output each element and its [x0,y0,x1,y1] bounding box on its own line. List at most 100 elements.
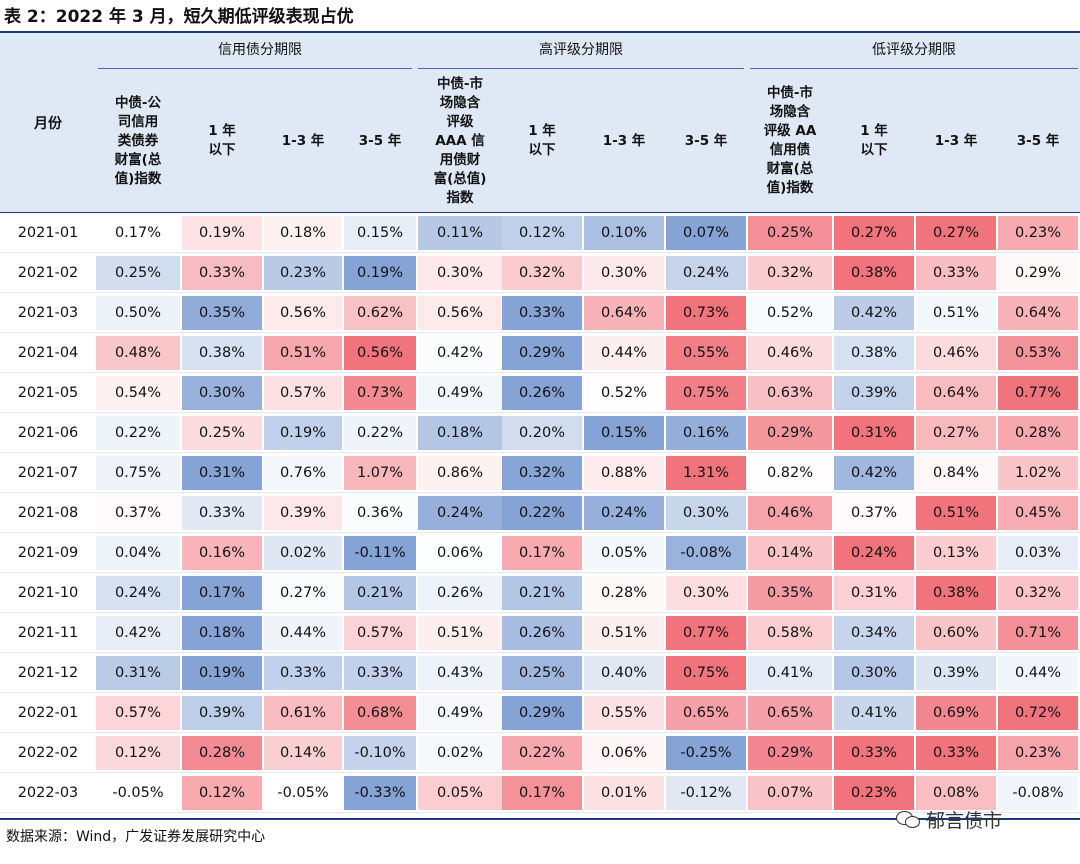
value-cell: 0.60% [916,616,996,650]
value-cell: 0.34% [834,616,914,650]
row-divider [0,732,1080,733]
value-cell: 0.18% [418,416,502,450]
value-cell: 0.86% [418,456,502,490]
value-cell: 0.22% [502,496,582,530]
value-cell: 0.37% [834,496,914,530]
value-cell: 0.20% [502,416,582,450]
value-cell: 0.39% [916,656,996,690]
value-cell: 0.22% [344,416,416,450]
value-cell: 0.29% [748,736,832,770]
value-cell: 0.64% [584,296,664,330]
value-cell: 0.33% [502,296,582,330]
value-cell: 0.39% [264,496,342,530]
header-bottom-rule [0,212,1080,213]
value-cell: 0.75% [96,456,180,490]
value-cell: 0.35% [748,576,832,610]
value-cell: 0.71% [998,616,1078,650]
value-cell: 0.64% [998,296,1078,330]
value-cell: 0.23% [998,216,1078,250]
value-cell: 0.06% [584,736,664,770]
value-cell: 0.33% [834,736,914,770]
month-cell: 2021-06 [17,425,79,441]
month-cell: 2021-03 [17,305,79,321]
row-divider [0,812,1080,813]
value-cell: 0.51% [916,496,996,530]
value-cell: 0.26% [418,576,502,610]
value-cell: 0.04% [96,536,180,570]
value-cell: 0.38% [916,576,996,610]
value-cell: 0.35% [182,296,262,330]
value-cell: 0.56% [344,336,416,370]
row-divider [0,492,1080,493]
value-cell: 0.72% [998,696,1078,730]
value-cell: 0.29% [998,256,1078,290]
month-cell: 2021-08 [17,505,79,521]
value-cell: 0.51% [584,616,664,650]
value-cell: 0.24% [584,496,664,530]
column-header-label: 1 年 以下 [528,123,556,158]
value-cell: 0.65% [748,696,832,730]
value-cell: 0.42% [834,456,914,490]
value-cell: 0.57% [344,616,416,650]
value-cell: 0.64% [916,376,996,410]
value-cell: 0.21% [502,576,582,610]
column-header: 1 年 以下 [834,69,914,213]
row-divider [0,332,1080,333]
row-divider [0,372,1080,373]
month-cell: 2022-03 [17,785,79,801]
group-underline-high-grade [418,68,744,69]
value-cell: 0.17% [182,576,262,610]
value-cell: 0.29% [748,416,832,450]
column-header: 3-5 年 [998,69,1078,213]
month-cell: 2021-10 [17,585,79,601]
month-cell: 2021-07 [17,465,79,481]
value-cell: 0.27% [916,416,996,450]
column-header-label: 1 年 以下 [860,123,888,158]
row-divider [0,292,1080,293]
value-cell: 0.45% [998,496,1078,530]
column-header: 1-3 年 [584,69,664,213]
value-cell: 0.17% [502,536,582,570]
row-divider [0,532,1080,533]
group-header-credit: 信用债分期限 [218,42,302,58]
value-cell: 0.57% [96,696,180,730]
value-cell: 0.38% [834,336,914,370]
value-cell: 0.32% [502,256,582,290]
value-cell: 0.42% [418,336,502,370]
value-cell: -0.05% [264,776,342,810]
column-header: 中债-市 场隐含 评级 AA 信用债 财富(总 值)指数 [748,69,832,213]
value-cell: 0.12% [182,776,262,810]
row-divider [0,252,1080,253]
table-row: 2021-10 0.24% 0.17% 0.27% 0.21% 0.26% 0.21% 0.2… [0,573,1080,613]
value-cell: 0.51% [264,336,342,370]
value-cell: 0.14% [748,536,832,570]
value-cell: 0.31% [182,456,262,490]
value-cell: 0.08% [916,776,996,810]
value-cell: 0.24% [418,496,502,530]
value-cell: -0.08% [666,536,746,570]
column-header: 3-5 年 [344,69,416,213]
value-cell: 0.05% [418,776,502,810]
value-cell: -0.25% [666,736,746,770]
value-cell: 0.32% [748,256,832,290]
table-row: 2021-02 0.25% 0.33% 0.23% 0.19% 0.30% 0.32% 0.3… [0,253,1080,293]
value-cell: 0.31% [834,416,914,450]
value-cell: 0.33% [916,256,996,290]
row-divider [0,652,1080,653]
value-cell: 0.46% [916,336,996,370]
value-cell: 0.63% [748,376,832,410]
value-cell: 0.17% [502,776,582,810]
value-cell: 0.21% [344,576,416,610]
value-cell: 0.36% [344,496,416,530]
value-cell: 0.73% [666,296,746,330]
value-cell: 0.32% [998,576,1078,610]
value-cell: 0.33% [264,656,342,690]
value-cell: 0.40% [584,656,664,690]
column-header: 中债-公 司信用 类债券 财富(总 值)指数 [96,69,180,213]
value-cell: 0.62% [344,296,416,330]
value-cell: 0.33% [344,656,416,690]
value-cell: 0.42% [834,296,914,330]
table-row: 2021-01 0.17% 0.19% 0.18% 0.15% 0.11% 0.12% 0.1… [0,213,1080,253]
value-cell: 0.37% [96,496,180,530]
bottom-rule [0,818,1080,820]
